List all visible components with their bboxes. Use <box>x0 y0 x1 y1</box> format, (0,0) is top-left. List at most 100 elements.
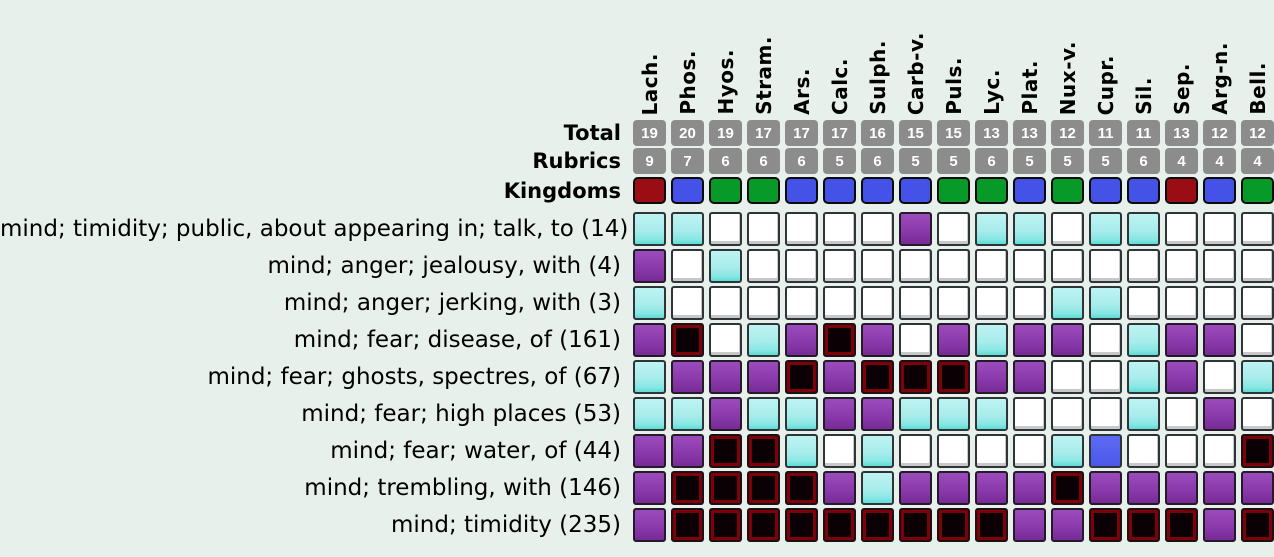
remedy-header-calc[interactable]: Calc. <box>823 58 856 117</box>
rubric-label[interactable]: mind; fear; ghosts, spectres, of (67) <box>207 364 621 390</box>
grade-cell[interactable] <box>1013 212 1046 246</box>
grade-cell[interactable] <box>709 471 742 505</box>
grade-cell[interactable] <box>975 360 1008 394</box>
grade-cell[interactable] <box>1013 249 1046 283</box>
grade-cell[interactable] <box>785 249 818 283</box>
grade-cell[interactable] <box>671 212 704 246</box>
grade-cell[interactable] <box>1013 360 1046 394</box>
grade-cell[interactable] <box>1089 471 1122 505</box>
grade-cell[interactable] <box>785 471 818 505</box>
grade-cell[interactable] <box>785 397 818 431</box>
grade-cell[interactable] <box>671 323 704 357</box>
grade-cell[interactable] <box>1051 471 1084 505</box>
grade-cell[interactable] <box>709 286 742 320</box>
grade-cell[interactable] <box>823 212 856 246</box>
grade-cell[interactable] <box>823 360 856 394</box>
remedy-header-lach[interactable]: Lach. <box>633 53 666 117</box>
rubric-label[interactable]: mind; anger; jerking, with (3) <box>283 290 621 316</box>
grade-cell[interactable] <box>975 471 1008 505</box>
grade-cell[interactable] <box>861 249 894 283</box>
remedy-header-sulph[interactable]: Sulph. <box>861 40 894 117</box>
grade-cell[interactable] <box>709 434 742 468</box>
rubric-label[interactable]: mind; timidity; public, about appearing … <box>0 216 628 242</box>
grade-cell[interactable] <box>823 323 856 357</box>
remedy-header-argn[interactable]: Arg-n. <box>1203 42 1236 117</box>
grade-cell[interactable] <box>937 508 970 542</box>
grade-cell[interactable] <box>633 471 666 505</box>
remedy-header-stram[interactable]: Stram. <box>747 36 780 117</box>
grade-cell[interactable] <box>1241 323 1274 357</box>
grade-cell[interactable] <box>1051 360 1084 394</box>
grade-cell[interactable] <box>1241 360 1274 394</box>
grade-cell[interactable] <box>671 434 704 468</box>
grade-cell[interactable] <box>785 323 818 357</box>
remedy-header-nuxv[interactable]: Nux-v. <box>1051 41 1084 117</box>
grade-cell[interactable] <box>1203 508 1236 542</box>
grade-cell[interactable] <box>1165 323 1198 357</box>
grade-cell[interactable] <box>747 249 780 283</box>
grade-cell[interactable] <box>1203 212 1236 246</box>
grade-cell[interactable] <box>1241 508 1274 542</box>
rubric-label[interactable]: mind; timidity (235) <box>390 512 621 538</box>
rubric-label[interactable]: mind; trembling, with (146) <box>304 475 621 501</box>
grade-cell[interactable] <box>975 434 1008 468</box>
grade-cell[interactable] <box>1089 508 1122 542</box>
grade-cell[interactable] <box>823 249 856 283</box>
grade-cell[interactable] <box>671 249 704 283</box>
grade-cell[interactable] <box>975 508 1008 542</box>
remedy-header-sil[interactable]: Sil. <box>1127 77 1160 117</box>
grade-cell[interactable] <box>785 212 818 246</box>
grade-cell[interactable] <box>1089 286 1122 320</box>
grade-cell[interactable] <box>747 286 780 320</box>
grade-cell[interactable] <box>1089 212 1122 246</box>
grade-cell[interactable] <box>1127 508 1160 542</box>
grade-cell[interactable] <box>1241 286 1274 320</box>
grade-cell[interactable] <box>1089 249 1122 283</box>
grade-cell[interactable] <box>1127 397 1160 431</box>
grade-cell[interactable] <box>899 508 932 542</box>
grade-cell[interactable] <box>861 360 894 394</box>
grade-cell[interactable] <box>747 471 780 505</box>
rubric-label[interactable]: mind; fear; disease, of (161) <box>293 327 621 353</box>
grade-cell[interactable] <box>1203 286 1236 320</box>
rubric-label[interactable]: mind; fear; high places (53) <box>301 401 621 427</box>
grade-cell[interactable] <box>633 434 666 468</box>
grade-cell[interactable] <box>1127 212 1160 246</box>
grade-cell[interactable] <box>861 434 894 468</box>
grade-cell[interactable] <box>823 286 856 320</box>
grade-cell[interactable] <box>1051 434 1084 468</box>
grade-cell[interactable] <box>975 249 1008 283</box>
grade-cell[interactable] <box>1165 397 1198 431</box>
remedy-header-lyc[interactable]: Lyc. <box>975 69 1008 117</box>
grade-cell[interactable] <box>1241 397 1274 431</box>
grade-cell[interactable] <box>709 212 742 246</box>
grade-cell[interactable] <box>861 471 894 505</box>
grade-cell[interactable] <box>633 212 666 246</box>
grade-cell[interactable] <box>1051 323 1084 357</box>
grade-cell[interactable] <box>747 397 780 431</box>
grade-cell[interactable] <box>1051 212 1084 246</box>
remedy-header-cupr[interactable]: Cupr. <box>1089 55 1122 117</box>
grade-cell[interactable] <box>1203 471 1236 505</box>
grade-cell[interactable] <box>899 212 932 246</box>
grade-cell[interactable] <box>937 323 970 357</box>
grade-cell[interactable] <box>937 434 970 468</box>
grade-cell[interactable] <box>1241 434 1274 468</box>
grade-cell[interactable] <box>1089 434 1122 468</box>
grade-cell[interactable] <box>671 360 704 394</box>
grade-cell[interactable] <box>1127 360 1160 394</box>
grade-cell[interactable] <box>1013 286 1046 320</box>
grade-cell[interactable] <box>1127 323 1160 357</box>
grade-cell[interactable] <box>747 360 780 394</box>
grade-cell[interactable] <box>709 323 742 357</box>
grade-cell[interactable] <box>1165 508 1198 542</box>
grade-cell[interactable] <box>1165 471 1198 505</box>
rubric-label[interactable]: mind; anger; jealousy, with (4) <box>267 253 621 279</box>
grade-cell[interactable] <box>1089 397 1122 431</box>
grade-cell[interactable] <box>671 397 704 431</box>
grade-cell[interactable] <box>785 360 818 394</box>
grade-cell[interactable] <box>1241 212 1274 246</box>
grade-cell[interactable] <box>1165 360 1198 394</box>
grade-cell[interactable] <box>1203 323 1236 357</box>
grade-cell[interactable] <box>975 286 1008 320</box>
